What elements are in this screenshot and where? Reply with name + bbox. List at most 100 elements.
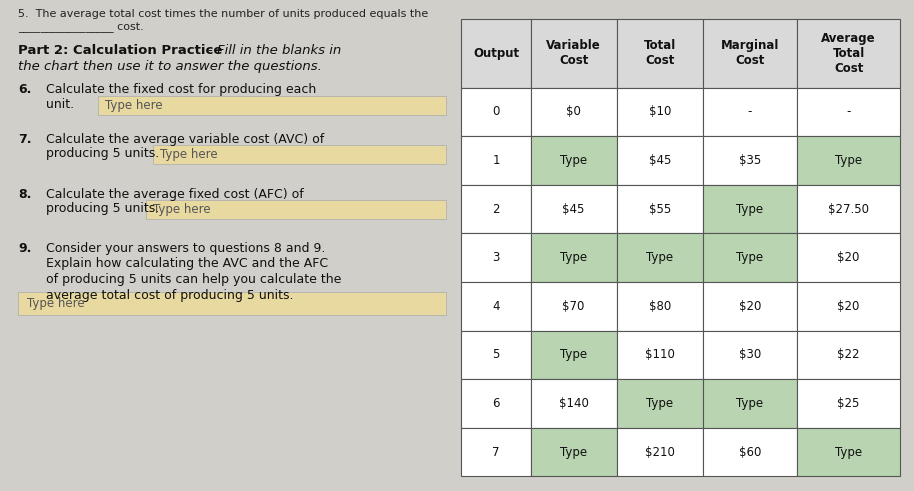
- Text: $55: $55: [649, 203, 671, 216]
- FancyBboxPatch shape: [530, 428, 617, 476]
- Text: _________________ cost.: _________________ cost.: [18, 22, 144, 32]
- Text: 3: 3: [493, 251, 500, 264]
- FancyBboxPatch shape: [530, 19, 617, 87]
- Text: Part 2: Calculation Practice: Part 2: Calculation Practice: [18, 44, 223, 57]
- FancyBboxPatch shape: [617, 233, 703, 282]
- Text: 9.: 9.: [18, 242, 32, 254]
- FancyBboxPatch shape: [617, 185, 703, 233]
- Text: Type: Type: [835, 154, 862, 167]
- Text: Calculate the average variable cost (AVC) of: Calculate the average variable cost (AVC…: [46, 133, 324, 145]
- Text: $10: $10: [649, 106, 671, 118]
- Text: 7.: 7.: [18, 133, 32, 145]
- FancyBboxPatch shape: [18, 292, 446, 315]
- FancyBboxPatch shape: [530, 379, 617, 428]
- Text: Type: Type: [560, 446, 587, 459]
- Text: Output: Output: [473, 47, 519, 60]
- Text: Marginal
Cost: Marginal Cost: [721, 39, 779, 67]
- Text: 6.: 6.: [18, 83, 32, 96]
- FancyBboxPatch shape: [797, 185, 900, 233]
- Text: average total cost of producing 5 units.: average total cost of producing 5 units.: [46, 289, 293, 301]
- Text: 8.: 8.: [18, 188, 32, 200]
- Text: 5.  The average total cost times the number of units produced equals the: 5. The average total cost times the numb…: [18, 9, 429, 19]
- Text: $70: $70: [562, 300, 585, 313]
- Text: Total
Cost: Total Cost: [643, 39, 676, 67]
- FancyBboxPatch shape: [462, 379, 530, 428]
- FancyBboxPatch shape: [703, 282, 797, 330]
- FancyBboxPatch shape: [797, 87, 900, 136]
- FancyBboxPatch shape: [703, 19, 797, 87]
- FancyBboxPatch shape: [462, 87, 530, 136]
- Text: $20: $20: [739, 300, 761, 313]
- Text: -: -: [846, 106, 851, 118]
- Text: Type: Type: [646, 397, 674, 410]
- FancyBboxPatch shape: [703, 379, 797, 428]
- FancyBboxPatch shape: [703, 330, 797, 379]
- FancyBboxPatch shape: [530, 87, 617, 136]
- FancyBboxPatch shape: [617, 330, 703, 379]
- Text: 4: 4: [493, 300, 500, 313]
- FancyBboxPatch shape: [617, 428, 703, 476]
- FancyBboxPatch shape: [530, 136, 617, 185]
- Text: Average
Total
Cost: Average Total Cost: [822, 32, 876, 75]
- Text: 7: 7: [493, 446, 500, 459]
- Text: producing 5 units.: producing 5 units.: [46, 202, 159, 215]
- Text: - Fill in the blanks in: - Fill in the blanks in: [208, 44, 341, 57]
- FancyBboxPatch shape: [703, 136, 797, 185]
- FancyBboxPatch shape: [462, 330, 530, 379]
- Text: Type: Type: [560, 349, 587, 361]
- Text: 1: 1: [493, 154, 500, 167]
- Text: of producing 5 units can help you calculate the: of producing 5 units can help you calcul…: [46, 273, 341, 286]
- Text: producing 5 units.: producing 5 units.: [46, 147, 159, 160]
- FancyBboxPatch shape: [797, 330, 900, 379]
- Text: Variable
Cost: Variable Cost: [547, 39, 601, 67]
- Text: 0: 0: [493, 106, 500, 118]
- Text: Type: Type: [646, 251, 674, 264]
- Text: $35: $35: [739, 154, 761, 167]
- Text: Type: Type: [737, 251, 763, 264]
- Text: 5: 5: [493, 349, 500, 361]
- Text: Calculate the average fixed cost (AFC) of: Calculate the average fixed cost (AFC) o…: [46, 188, 303, 200]
- FancyBboxPatch shape: [530, 233, 617, 282]
- Text: $20: $20: [837, 300, 860, 313]
- Text: Type here: Type here: [160, 148, 218, 161]
- FancyBboxPatch shape: [617, 136, 703, 185]
- Text: $80: $80: [649, 300, 671, 313]
- Text: Type here: Type here: [105, 99, 163, 112]
- Text: Type: Type: [737, 397, 763, 410]
- FancyBboxPatch shape: [462, 282, 530, 330]
- Text: Calculate the fixed cost for producing each: Calculate the fixed cost for producing e…: [46, 83, 316, 96]
- FancyBboxPatch shape: [462, 185, 530, 233]
- Text: $20: $20: [837, 251, 860, 264]
- Text: $30: $30: [739, 349, 761, 361]
- FancyBboxPatch shape: [797, 233, 900, 282]
- Text: $60: $60: [739, 446, 761, 459]
- Text: -: -: [748, 106, 752, 118]
- FancyBboxPatch shape: [462, 233, 530, 282]
- Text: $45: $45: [649, 154, 671, 167]
- FancyBboxPatch shape: [703, 185, 797, 233]
- FancyBboxPatch shape: [617, 19, 703, 87]
- FancyBboxPatch shape: [153, 145, 447, 164]
- Text: Type: Type: [737, 203, 763, 216]
- FancyBboxPatch shape: [530, 185, 617, 233]
- Text: Type: Type: [835, 446, 862, 459]
- Text: unit.: unit.: [46, 98, 74, 111]
- Text: Explain how calculating the AVC and the AFC: Explain how calculating the AVC and the …: [46, 257, 328, 270]
- FancyBboxPatch shape: [146, 200, 447, 219]
- FancyBboxPatch shape: [617, 379, 703, 428]
- FancyBboxPatch shape: [530, 330, 617, 379]
- FancyBboxPatch shape: [462, 19, 530, 87]
- Text: $27.50: $27.50: [828, 203, 869, 216]
- Text: Type: Type: [560, 154, 587, 167]
- FancyBboxPatch shape: [797, 282, 900, 330]
- FancyBboxPatch shape: [703, 87, 797, 136]
- Text: Type here: Type here: [153, 203, 211, 216]
- Text: $0: $0: [567, 106, 581, 118]
- FancyBboxPatch shape: [98, 96, 446, 115]
- Text: $210: $210: [645, 446, 675, 459]
- Text: $140: $140: [558, 397, 589, 410]
- Text: Type: Type: [560, 251, 587, 264]
- FancyBboxPatch shape: [617, 87, 703, 136]
- FancyBboxPatch shape: [797, 379, 900, 428]
- FancyBboxPatch shape: [797, 136, 900, 185]
